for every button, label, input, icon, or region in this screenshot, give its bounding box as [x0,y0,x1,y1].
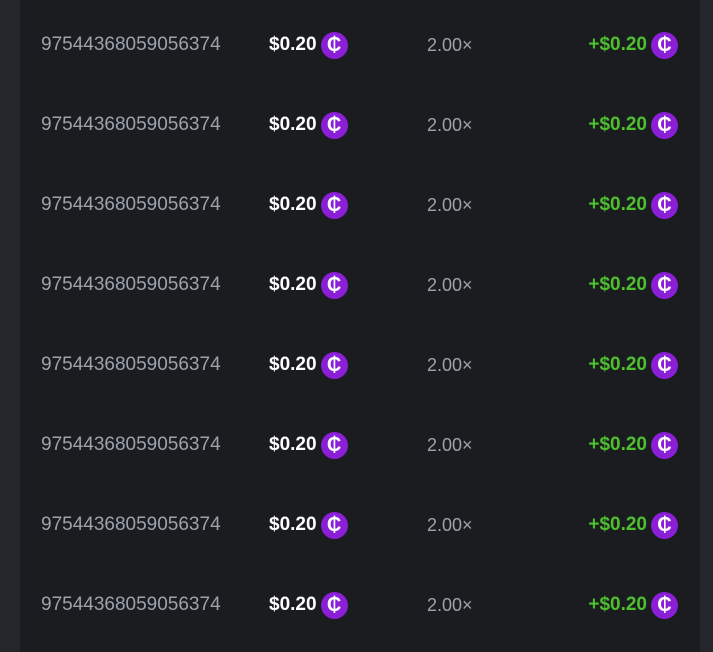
bet-amount-value: $0.20 [269,354,317,375]
bet-id[interactable]: 97544368059056374 [41,34,221,55]
payout: +$0.20 ₵ [588,191,678,219]
payout: +$0.20 ₵ [588,591,678,619]
bet-amount: $0.20 ₵ [269,111,348,139]
table-row[interactable]: 97544368059056374 $0.20 ₵ 2.00× +$0.20 ₵ [20,160,700,240]
multiplier: 2.00× [427,435,473,455]
payout-value: +$0.20 [588,34,647,55]
cent-coin-icon: ₵ [320,431,348,459]
cent-coin-icon: ₵ [651,431,678,459]
bets-table: 97544368059056374 $0.20 ₵ 2.00× +$0.20 ₵ 9… [20,0,700,652]
cent-coin-icon: ₵ [320,31,348,59]
table-row[interactable]: 97544368059056374 $0.20 ₵ 2.00× +$0.20 ₵ [20,320,700,400]
cent-coin-icon: ₵ [320,271,348,299]
bet-id[interactable]: 97544368059056374 [41,514,221,535]
bet-amount-value: $0.20 [269,434,317,455]
payout-value: +$0.20 [588,354,647,375]
multiplier: 2.00× [427,355,473,375]
cent-coin-icon: ₵ [651,191,678,219]
payout: +$0.20 ₵ [588,111,678,139]
bet-id[interactable]: 97544368059056374 [41,354,221,375]
bet-amount-value: $0.20 [269,274,317,295]
cent-coin-icon: ₵ [320,111,348,139]
multiplier: 2.00× [427,195,473,215]
table-row[interactable]: 97544368059056374 $0.20 ₵ 2.00× +$0.20 ₵ [20,0,700,80]
bet-id[interactable]: 97544368059056374 [41,194,221,215]
table-row[interactable]: 97544368059056374 $0.20 ₵ 2.00× +$0.20 ₵ [20,240,700,320]
multiplier: 2.00× [427,595,473,615]
payout: +$0.20 ₵ [588,31,678,59]
payout-value: +$0.20 [588,114,647,135]
cent-coin-icon: ₵ [651,111,678,139]
cent-coin-icon: ₵ [651,511,678,539]
cent-coin-icon: ₵ [651,31,678,59]
bet-amount-value: $0.20 [269,34,317,55]
multiplier: 2.00× [427,115,473,135]
bet-amount-value: $0.20 [269,114,317,135]
bet-amount: $0.20 ₵ [269,431,348,459]
multiplier: 2.00× [427,35,473,55]
payout: +$0.20 ₵ [588,351,678,379]
bet-amount: $0.20 ₵ [269,511,348,539]
cent-coin-icon: ₵ [320,191,348,219]
table-row[interactable]: 97544368059056374 $0.20 ₵ 2.00× +$0.20 ₵ [20,400,700,480]
cent-coin-icon: ₵ [320,351,348,379]
bet-id[interactable]: 97544368059056374 [41,434,221,455]
payout-value: +$0.20 [588,194,647,215]
multiplier: 2.00× [427,275,473,295]
payout: +$0.20 ₵ [588,511,678,539]
bet-amount: $0.20 ₵ [269,31,348,59]
cent-coin-icon: ₵ [320,511,348,539]
cent-coin-icon: ₵ [651,271,678,299]
cent-coin-icon: ₵ [651,351,678,379]
table-row[interactable]: 97544368059056374 $0.20 ₵ 2.00× +$0.20 ₵ [20,80,700,160]
payout-value: +$0.20 [588,434,647,455]
bet-amount: $0.20 ₵ [269,271,348,299]
cent-coin-icon: ₵ [651,591,678,619]
table-row[interactable]: 97544368059056374 $0.20 ₵ 2.00× +$0.20 ₵ [20,560,700,640]
bet-amount: $0.20 ₵ [269,191,348,219]
bet-id[interactable]: 97544368059056374 [41,114,221,135]
payout: +$0.20 ₵ [588,431,678,459]
payout-value: +$0.20 [588,514,647,535]
bet-id[interactable]: 97544368059056374 [41,274,221,295]
payout: +$0.20 ₵ [588,271,678,299]
multiplier: 2.00× [427,515,473,535]
bet-amount-value: $0.20 [269,514,317,535]
payout-value: +$0.20 [588,274,647,295]
bet-amount: $0.20 ₵ [269,591,348,619]
bet-amount-value: $0.20 [269,194,317,215]
bet-amount-value: $0.20 [269,594,317,615]
table-row[interactable]: 97544368059056374 $0.20 ₵ 2.00× +$0.20 ₵ [20,480,700,560]
payout-value: +$0.20 [588,594,647,615]
bet-id[interactable]: 97544368059056374 [41,594,221,615]
bet-amount: $0.20 ₵ [269,351,348,379]
cent-coin-icon: ₵ [320,591,348,619]
